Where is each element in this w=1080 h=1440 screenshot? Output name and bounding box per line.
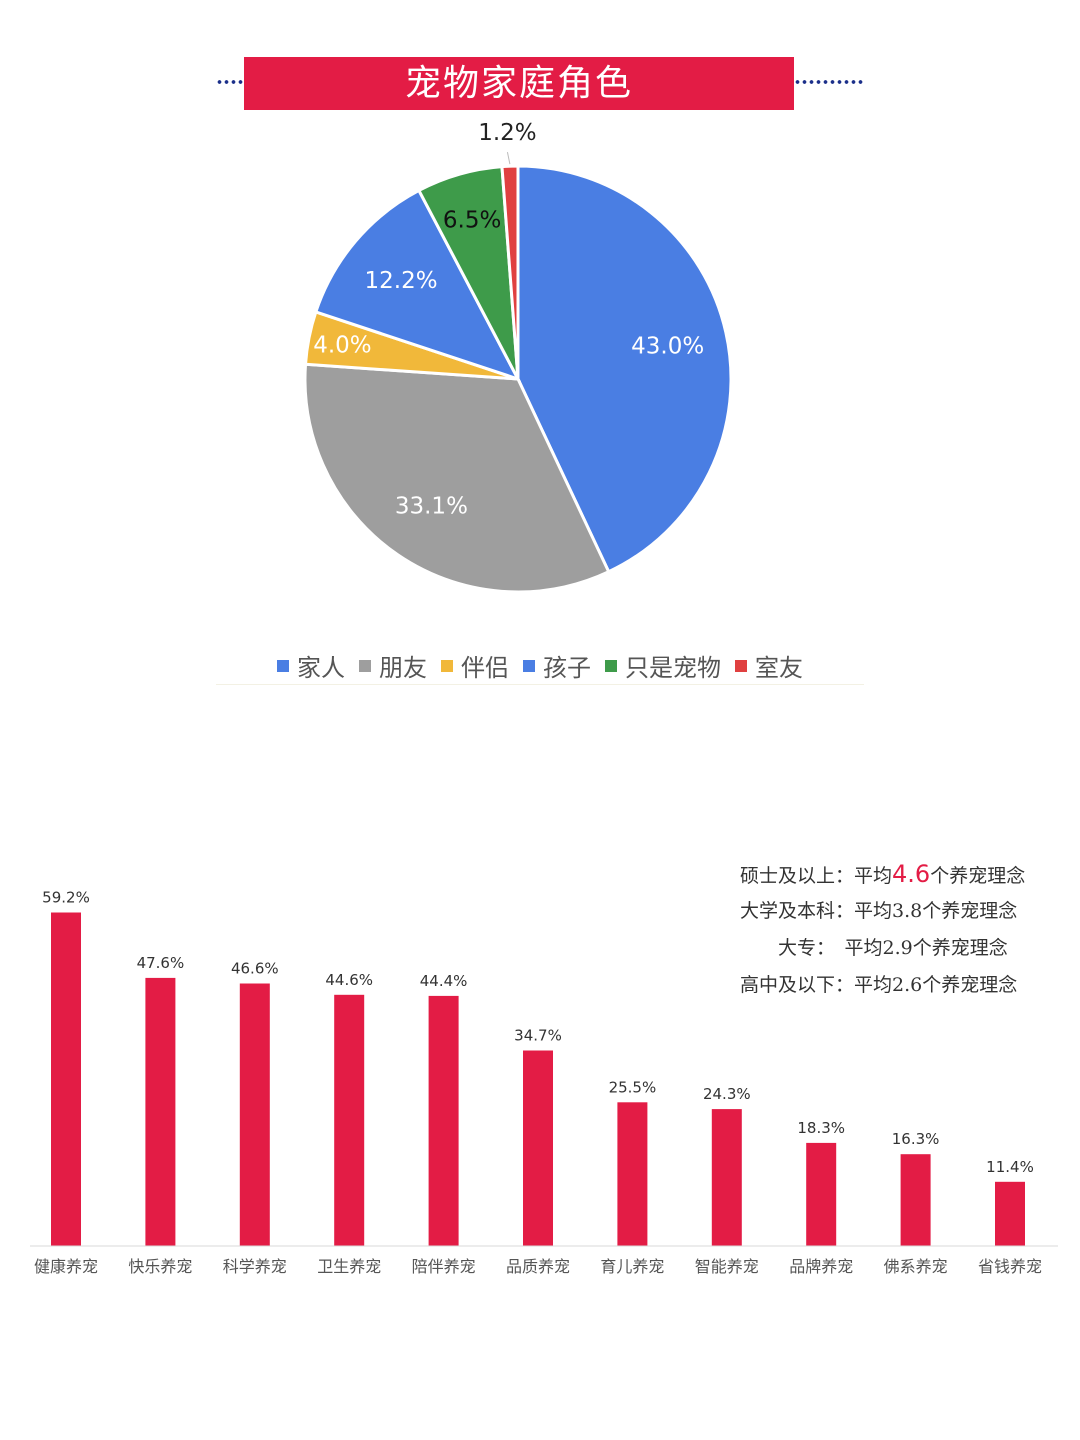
annotation-line: 大专： 平均2.9个养宠理念 xyxy=(740,930,1070,967)
bar-value-label: 44.4% xyxy=(420,972,468,990)
legend-swatch xyxy=(441,659,453,672)
legend-divider xyxy=(216,684,864,685)
bar-value-label: 59.2% xyxy=(42,889,90,907)
bar-value-label: 44.6% xyxy=(325,971,373,989)
bar-5 xyxy=(523,1050,553,1246)
bar-6 xyxy=(617,1102,648,1246)
bar-value-label: 34.7% xyxy=(514,1027,562,1045)
legend-swatch xyxy=(735,659,747,672)
legend-swatch xyxy=(277,659,289,672)
legend-label: 孩子 xyxy=(543,654,591,682)
annotation-line: 硕士及以上：平均4.6个养宠理念 xyxy=(740,856,1070,893)
annotation-text: 硕士及以上：平均 xyxy=(740,865,893,887)
title-dots-left xyxy=(216,79,244,85)
bar-1 xyxy=(145,977,176,1246)
legend-swatch xyxy=(605,659,617,672)
bar-3 xyxy=(334,994,365,1246)
legend-label: 室友 xyxy=(755,654,803,682)
bar-7 xyxy=(711,1109,742,1246)
annotation-text: 大学及本科：平均3.8个养宠理念 xyxy=(740,900,1018,922)
bar-category-label: 陪伴养宠 xyxy=(412,1257,476,1276)
bar-category-label: 智能养宠 xyxy=(695,1257,759,1276)
bar-chart: 59.2% 健康养宠 47.6% 快乐养宠 46.6% 科学养宠 44.6% 卫生养宠 44.4… xyxy=(30,889,1058,1276)
bar-category-label: 健康养宠 xyxy=(34,1257,98,1276)
pie-leader-line xyxy=(506,152,511,165)
bar-0 xyxy=(51,912,81,1246)
bar-category-label: 佛系养宠 xyxy=(884,1257,948,1276)
legend-item: 朋友 xyxy=(359,648,427,683)
pie-slice-label: 6.5% xyxy=(443,207,501,233)
bar-4 xyxy=(428,995,459,1246)
annotation-text: 大专： 平均2.9个养宠理念 xyxy=(740,937,1008,959)
pie-slice-label: 33.1% xyxy=(395,494,468,520)
pie-slice-label: 4.0% xyxy=(313,332,371,358)
bar-category-label: 品质养宠 xyxy=(506,1257,570,1276)
legend-label: 只是宠物 xyxy=(625,654,721,682)
title-section: 宠物家庭角色 xyxy=(0,57,1080,110)
bar-value-label: 24.3% xyxy=(703,1085,751,1103)
pie-slice-1 xyxy=(303,362,611,594)
pie-legend: 家人 朋友 伴侣 孩子 只是宠物 室友 xyxy=(0,648,1080,683)
pie-slice-label: 43.0% xyxy=(631,334,704,360)
legend-label: 伴侣 xyxy=(461,654,509,682)
legend-item: 家人 xyxy=(277,648,345,683)
annotation-text: 个养宠理念 xyxy=(930,865,1026,887)
title-dots-right xyxy=(794,79,864,85)
annotation-text: 高中及以下：平均2.6个养宠理念 xyxy=(740,974,1018,996)
legend-item: 孩子 xyxy=(523,648,591,683)
bar-category-label: 省钱养宠 xyxy=(978,1257,1042,1276)
legend-swatch xyxy=(359,659,371,672)
bar-8 xyxy=(806,1142,837,1246)
bar-value-label: 47.6% xyxy=(137,954,185,972)
annotation-line: 高中及以下：平均2.6个养宠理念 xyxy=(740,967,1070,1004)
bar-2 xyxy=(239,983,270,1246)
pie-slice-5 xyxy=(500,164,520,380)
bar-10 xyxy=(995,1181,1025,1246)
bar-category-label: 快乐养宠 xyxy=(128,1257,192,1276)
bar-category-label: 育儿养宠 xyxy=(600,1257,664,1276)
legend-item: 室友 xyxy=(735,648,803,683)
bar-category-label: 科学养宠 xyxy=(223,1257,287,1276)
annotation-highlight: 4.6 xyxy=(892,860,931,888)
bar-category-label: 品牌养宠 xyxy=(789,1257,853,1276)
bar-value-label: 16.3% xyxy=(892,1130,940,1148)
bar-value-label: 46.6% xyxy=(231,960,279,978)
legend-item: 伴侣 xyxy=(441,648,509,683)
bar-category-label: 卫生养宠 xyxy=(317,1257,381,1276)
annotation-line: 大学及本科：平均3.8个养宠理念 xyxy=(740,893,1070,930)
legend-label: 家人 xyxy=(297,654,345,682)
pie-chart: 43.0% 33.1% 4.0% 12.2% 6.5% 1.2% xyxy=(303,120,733,594)
pie-slice-3 xyxy=(313,188,522,382)
bar-value-label: 25.5% xyxy=(609,1078,657,1096)
legend-swatch xyxy=(523,659,535,672)
education-annotations: 硕士及以上：平均4.6个养宠理念 大学及本科：平均3.8个养宠理念 大专： 平均… xyxy=(740,856,1070,1004)
legend-label: 朋友 xyxy=(379,654,427,682)
chart-title: 宠物家庭角色 xyxy=(244,57,794,110)
bar-value-label: 11.4% xyxy=(986,1158,1034,1176)
pie-slice-label: 12.2% xyxy=(365,268,438,294)
legend-item: 只是宠物 xyxy=(605,648,721,683)
bar-9 xyxy=(900,1154,931,1246)
pie-slice-label: 1.2% xyxy=(478,120,536,146)
pie-slice-0 xyxy=(516,164,733,574)
bar-value-label: 18.3% xyxy=(797,1119,845,1137)
